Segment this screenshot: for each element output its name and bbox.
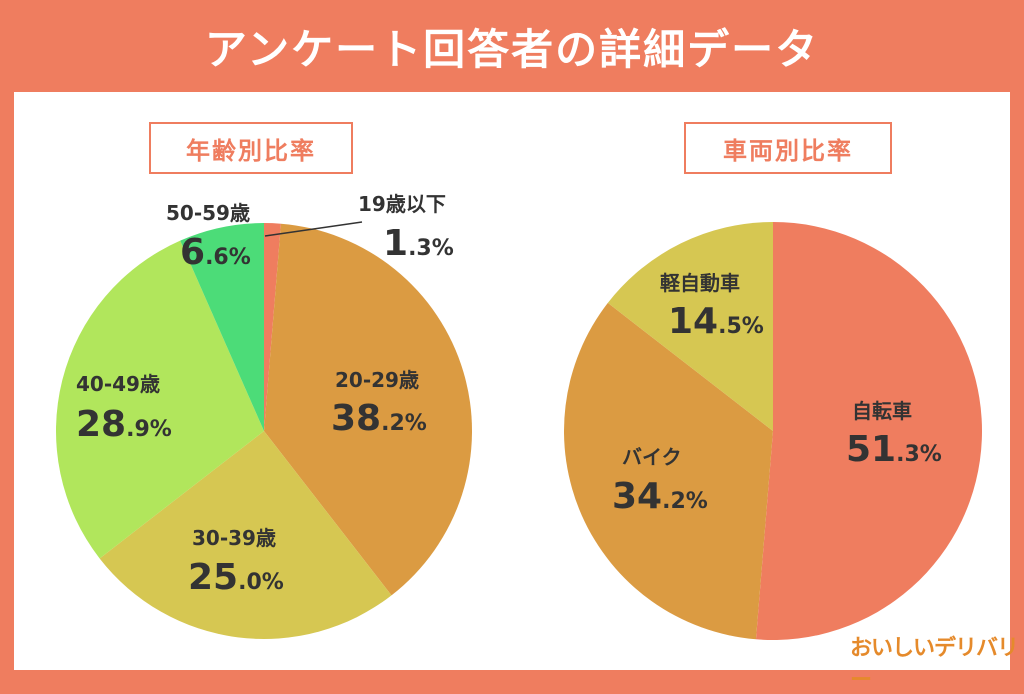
brand-logo: おいしいデリバリー — [850, 636, 1019, 693]
pie-slice-0 — [755, 222, 983, 641]
slice-name: 50-59歳 — [166, 201, 250, 225]
slice-label-50-59: 50-59歳 6.6% — [166, 201, 251, 273]
pie-slice-4 — [180, 223, 264, 431]
pie-slice-2 — [607, 221, 773, 431]
slice-value: 25.0% — [188, 557, 284, 598]
slice-name: バイク — [622, 445, 682, 469]
pie-slice-2 — [99, 431, 392, 639]
slice-value: 51.3% — [846, 429, 942, 470]
slice-value: 1.3% — [383, 223, 454, 264]
pie-slice-3 — [55, 240, 264, 559]
slice-label-40-49: 40-49歳 28.9% — [76, 372, 172, 445]
age-chart-title: 年齢別比率 — [149, 122, 353, 174]
slice-label-30-39: 30-39歳 25.0% — [188, 526, 284, 598]
slice-name: 軽自動車 — [660, 271, 740, 295]
slice-value: 28.9% — [76, 404, 172, 445]
slice-label-19: 19歳以下 1.3% — [358, 192, 454, 264]
pie-slice-1 — [264, 223, 473, 596]
slice-label-kei-car: 軽自動車 14.5% — [660, 271, 764, 342]
slice-value: 6.6% — [180, 232, 251, 273]
slice-name: 30-39歳 — [192, 526, 276, 550]
pie-slice-0 — [264, 223, 281, 431]
slice-value: 38.2% — [331, 398, 427, 439]
slice-name: 自転車 — [852, 399, 912, 423]
slice-name: 20-29歳 — [335, 368, 419, 392]
slice-label-20-29: 20-29歳 38.2% — [331, 368, 427, 439]
slice-label-motorbike: バイク 34.2% — [612, 445, 708, 517]
vehicle-chart-title: 車両別比率 — [684, 122, 892, 174]
slice-label-bicycle: 自転車 51.3% — [846, 399, 942, 470]
slice-name: 19歳以下 — [358, 192, 446, 216]
page-title: アンケート回答者の詳細データ — [204, 24, 820, 74]
vehicle-pie-chart — [564, 221, 983, 641]
pie-slice-1 — [564, 302, 773, 640]
slice-name: 40-49歳 — [76, 372, 160, 396]
age-pie-chart — [55, 223, 473, 639]
leader-line-19 — [264, 221, 363, 237]
slice-value: 14.5% — [668, 301, 764, 342]
slice-value: 34.2% — [612, 476, 708, 517]
